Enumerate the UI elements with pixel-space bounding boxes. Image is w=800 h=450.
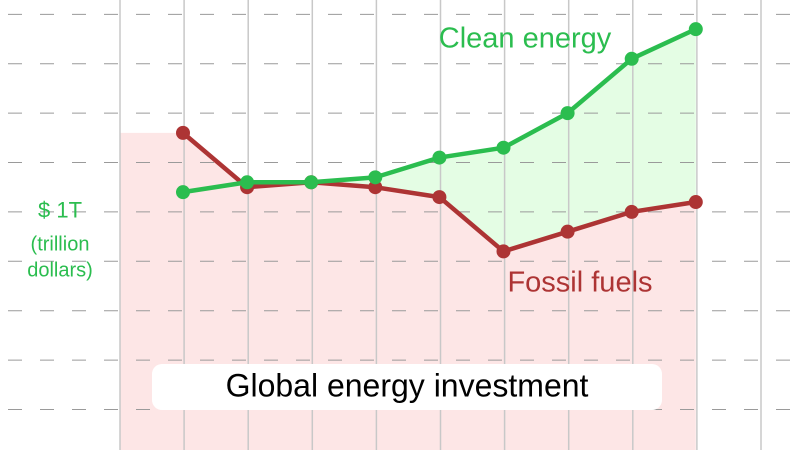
data-point xyxy=(432,190,447,205)
data-point xyxy=(432,150,447,165)
labels-layer: Global energy investment (trillion dolla… xyxy=(27,23,662,410)
data-point xyxy=(688,22,703,37)
y-tick-label: $ 1T xyxy=(38,198,82,223)
data-point xyxy=(176,125,190,140)
clean-area xyxy=(183,29,696,252)
y-axis-label: (trillion xyxy=(31,233,90,255)
title-box xyxy=(152,364,662,410)
marks-layer xyxy=(176,22,703,259)
data-point xyxy=(176,185,190,200)
series-label: Fossil fuels xyxy=(507,267,652,299)
data-point xyxy=(560,106,575,121)
data-point xyxy=(368,170,383,185)
data-point xyxy=(688,195,703,210)
series-label: Clean energy xyxy=(439,23,612,55)
data-point xyxy=(624,204,639,219)
data-point xyxy=(496,244,511,259)
data-point xyxy=(624,51,639,66)
data-point xyxy=(560,224,575,239)
y-axis-label: dollars) xyxy=(27,259,93,281)
data-point xyxy=(240,175,255,190)
data-point xyxy=(304,175,319,190)
chart-title: Global energy investment xyxy=(226,367,589,403)
data-point xyxy=(496,140,511,155)
data-point xyxy=(368,180,383,195)
